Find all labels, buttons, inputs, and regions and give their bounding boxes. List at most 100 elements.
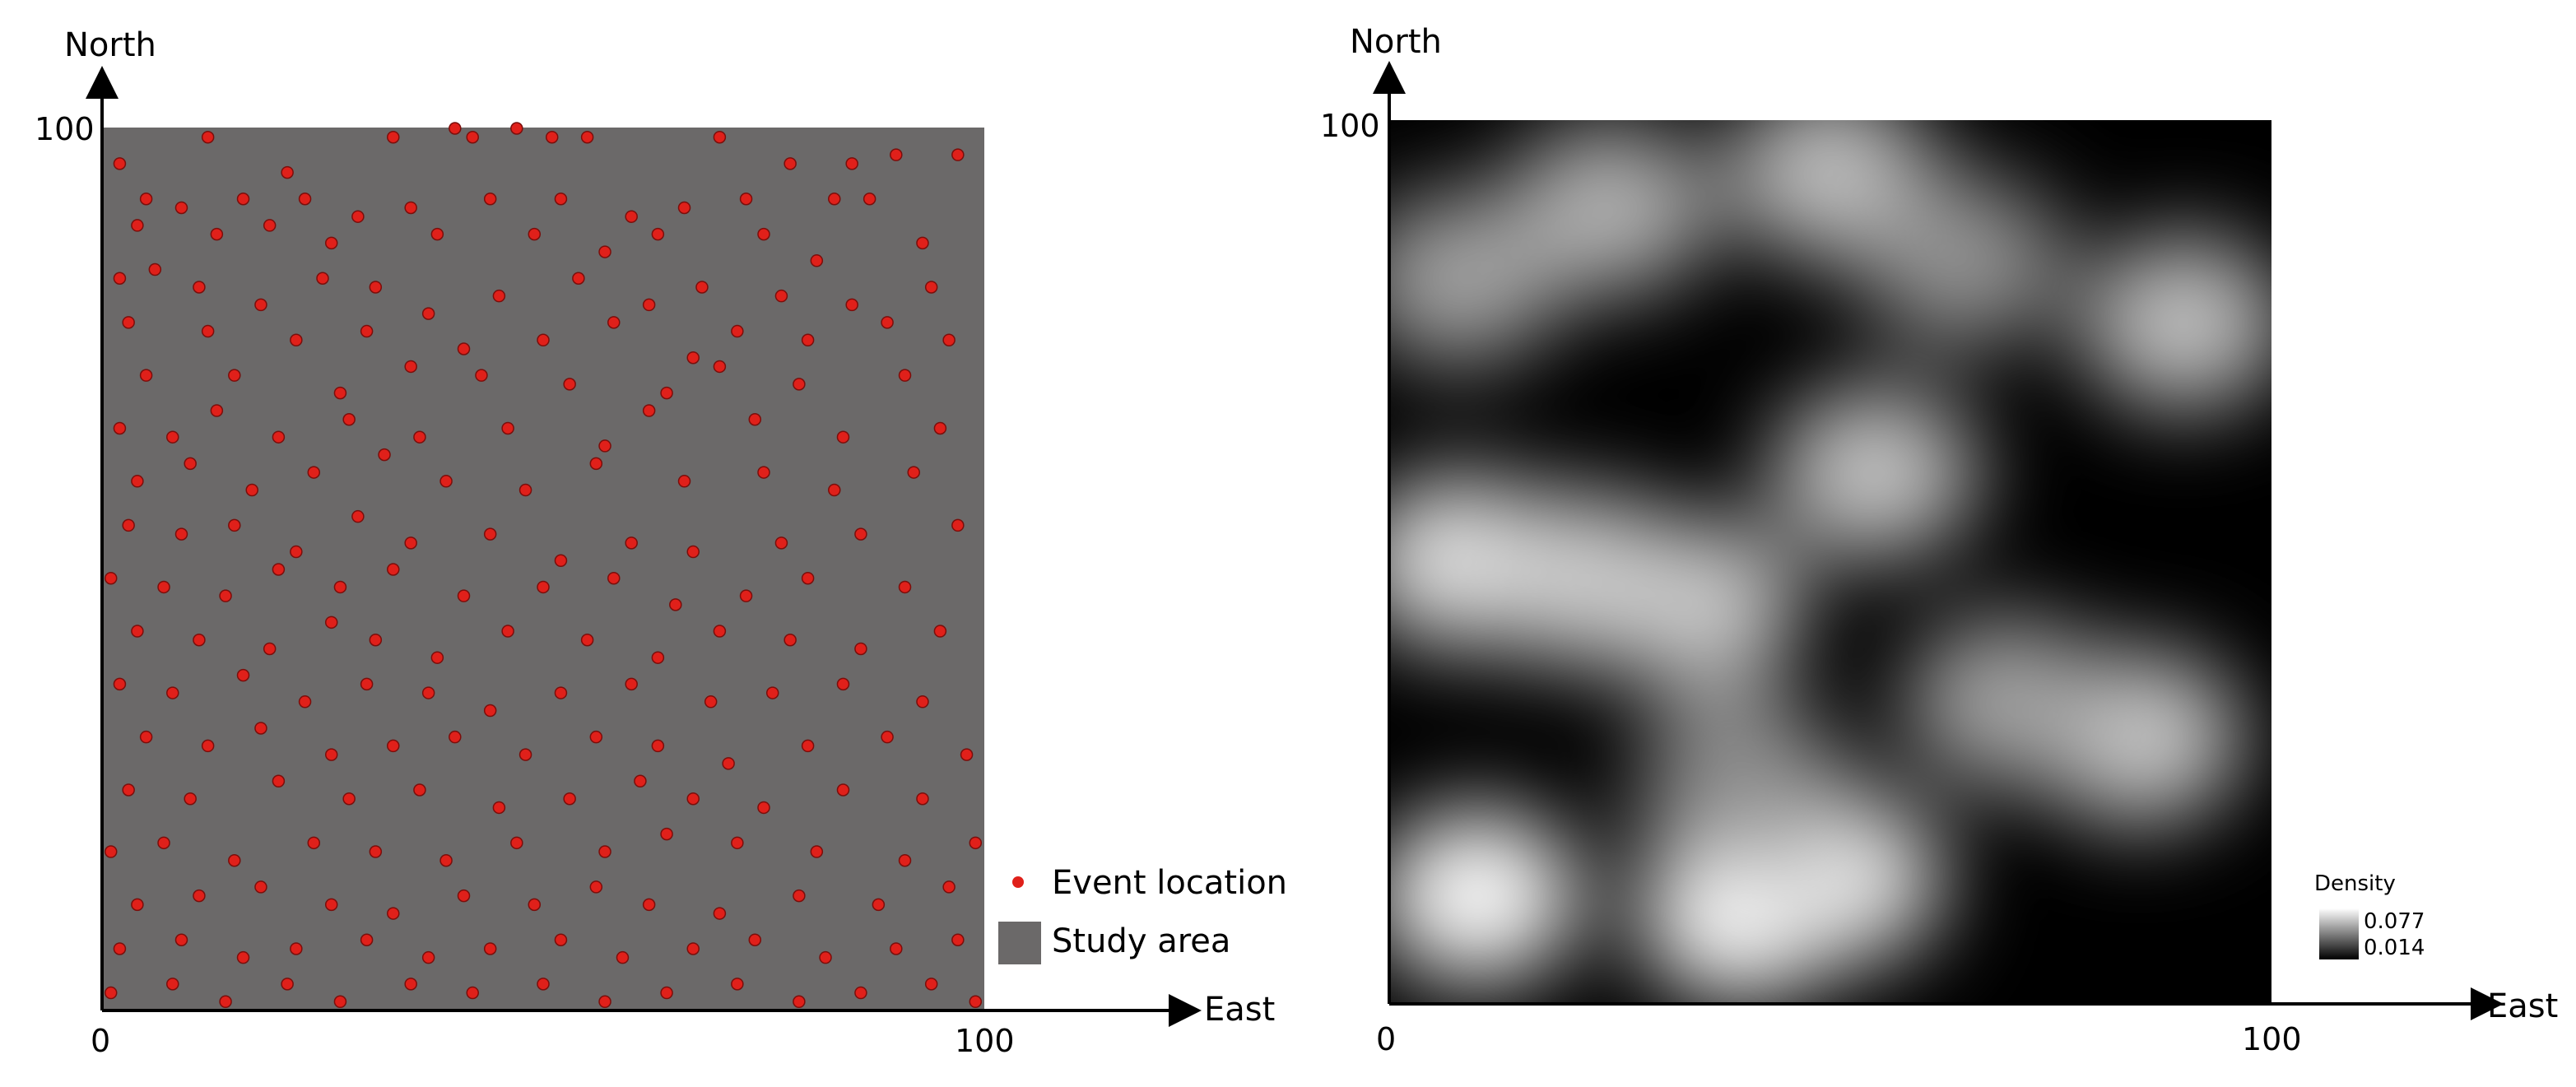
event-point: [369, 634, 383, 647]
event-point: [307, 466, 321, 479]
event-point: [174, 527, 188, 541]
event-point: [580, 130, 594, 144]
event-point: [113, 421, 127, 435]
right-y-tick-100: 100: [1320, 108, 1380, 144]
density-hotspot: [1389, 192, 1563, 365]
event-point: [572, 272, 585, 285]
event-point: [483, 527, 497, 541]
event-point: [774, 289, 788, 303]
event-point: [563, 792, 576, 806]
event-point: [290, 333, 303, 347]
event-point: [201, 324, 215, 338]
event-point: [598, 995, 611, 1009]
event-point: [545, 130, 559, 144]
event-point: [421, 307, 435, 320]
event-point: [457, 589, 471, 602]
event-point: [122, 783, 135, 797]
event-point: [793, 378, 806, 391]
event-point: [810, 845, 824, 858]
event-point: [324, 236, 338, 250]
left-y-tick-100: 100: [35, 111, 95, 147]
event-point: [281, 165, 294, 179]
event-point: [924, 978, 938, 991]
event-point: [201, 130, 215, 144]
event-point: [537, 333, 550, 347]
event-point: [254, 880, 267, 894]
density-legend-title: Density: [2314, 871, 2396, 896]
event-point: [413, 430, 426, 444]
left-x-axis-label: East: [1204, 991, 1275, 1029]
event-point: [413, 783, 426, 797]
event-point: [439, 854, 453, 867]
event-point: [881, 316, 894, 329]
event-point: [324, 616, 338, 629]
study-area-rect: [102, 128, 984, 1010]
density-hotspot: [1771, 386, 1978, 560]
event-point: [131, 219, 144, 232]
event-point: [290, 545, 303, 559]
event-point: [483, 942, 497, 955]
event-point: [439, 475, 453, 488]
event-point: [272, 563, 286, 576]
event-point: [942, 333, 956, 347]
event-point: [722, 757, 735, 770]
right-panel-density-map: North East 100 0 100 Density 0.077 0.014: [1320, 23, 2558, 1057]
event-point: [360, 933, 374, 946]
event-point: [589, 730, 603, 744]
left-legend: Event location Study area: [998, 864, 1287, 964]
event-point: [793, 995, 806, 1009]
event-point: [219, 589, 232, 602]
event-point: [369, 281, 383, 294]
event-point: [651, 651, 665, 664]
event-point: [131, 898, 144, 912]
event-point: [845, 298, 858, 312]
event-point: [245, 483, 258, 497]
density-hotspot: [1389, 810, 1581, 983]
event-point: [518, 483, 532, 497]
event-point: [351, 210, 365, 223]
event-point: [518, 748, 532, 761]
event-point: [713, 625, 727, 638]
right-x-axis-label: East: [2487, 987, 2558, 1025]
event-point: [951, 933, 965, 946]
event-point: [342, 413, 356, 426]
event-point: [184, 792, 197, 806]
event-point: [731, 324, 744, 338]
event-point: [404, 978, 417, 991]
event-point: [254, 298, 267, 312]
event-point: [131, 475, 144, 488]
event-point: [686, 942, 700, 955]
event-point: [113, 942, 127, 955]
event-point: [528, 898, 542, 912]
event-point: [933, 625, 947, 638]
event-point: [378, 448, 391, 462]
density-legend: Density 0.077 0.014: [2314, 871, 2425, 960]
legend-area-label: Study area: [1052, 922, 1230, 960]
event-point: [890, 148, 903, 161]
event-point: [421, 686, 435, 699]
event-point: [810, 254, 824, 267]
event-point: [404, 537, 417, 550]
event-point: [933, 421, 947, 435]
event-point: [598, 439, 611, 453]
event-point: [457, 889, 471, 903]
event-point: [510, 122, 523, 135]
event-point: [404, 360, 417, 374]
event-point: [492, 289, 506, 303]
event-point: [449, 122, 462, 135]
event-point: [554, 933, 568, 946]
event-point: [739, 193, 753, 206]
event-point: [404, 201, 417, 215]
event-point: [528, 227, 542, 241]
left-x-tick-100: 100: [955, 1023, 1015, 1059]
event-point: [449, 730, 462, 744]
event-point: [104, 845, 118, 858]
event-point: [625, 210, 638, 223]
event-point: [324, 898, 338, 912]
event-point: [757, 466, 770, 479]
event-point: [686, 545, 700, 559]
event-point: [104, 986, 118, 1000]
event-point: [139, 369, 153, 382]
event-point: [166, 686, 179, 699]
